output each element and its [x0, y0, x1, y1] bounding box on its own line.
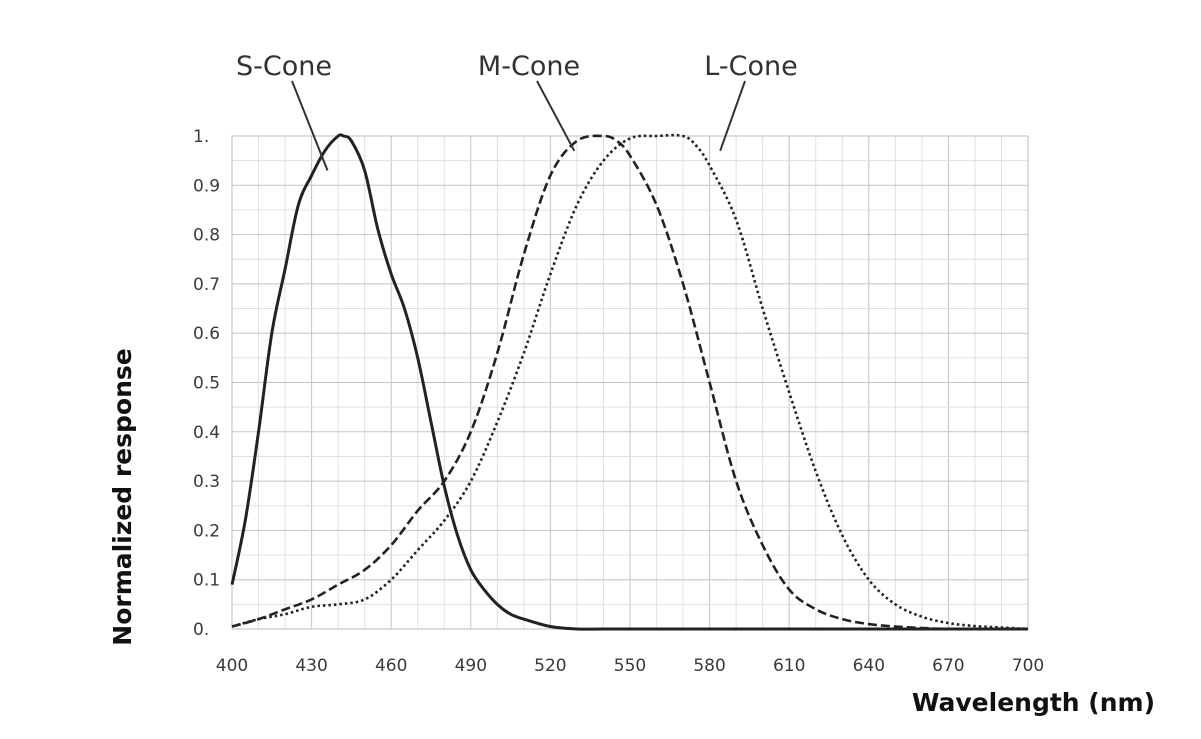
y-tick-label: 0.3 — [193, 472, 220, 492]
x-tick-label: 400 — [216, 656, 248, 676]
x-tick-label: 490 — [455, 656, 487, 676]
annotation-leader-line — [291, 80, 329, 171]
s-cone-curve — [230, 133, 1028, 631]
x-tick-label: 460 — [375, 656, 407, 676]
annotation-label-m-cone: M-Cone — [478, 51, 580, 82]
annotation-label-s-cone: S-Cone — [236, 51, 332, 82]
grid — [231, 135, 1029, 630]
x-tick-label: 700 — [1012, 656, 1044, 676]
x-tick-label: 430 — [295, 656, 327, 676]
x-tick-label: 580 — [693, 656, 725, 676]
y-tick-label: 0.5 — [193, 374, 220, 394]
y-tick-label: 0.8 — [193, 226, 220, 246]
x-tick-label: 610 — [773, 656, 805, 676]
y-tick-label: 0.4 — [193, 423, 220, 443]
y-tick-label: 0.6 — [193, 324, 220, 344]
m-cone-curve — [231, 134, 1028, 631]
x-tick-label: 640 — [853, 656, 885, 676]
annotation-leader-line — [719, 80, 746, 152]
y-tick-label: 0. — [193, 620, 209, 640]
x-tick-label: 520 — [534, 656, 566, 676]
x-tick-label: 550 — [614, 656, 646, 676]
y-tick-label: 0.7 — [193, 275, 220, 295]
annotation-label-l-cone: L-Cone — [704, 51, 797, 82]
annotation-leader-line — [536, 80, 576, 152]
series-lines — [230, 133, 1029, 631]
l-cone-curve — [231, 133, 1029, 631]
series-annotations: S-Cone M-Cone L-Cone — [236, 51, 798, 171]
y-tick-label: 1. — [193, 127, 209, 147]
y-tick-label: 0.1 — [193, 571, 220, 591]
y-tick-label: 0.9 — [193, 176, 220, 196]
y-tick-label: 0.2 — [193, 521, 220, 541]
tick-labels: 400 430 460 490 520 550 580 610 640 670 700 0. 0.1 0.… — [193, 127, 1044, 676]
x-tick-label: 670 — [932, 656, 964, 676]
y-axis-title: Normalized response — [108, 348, 137, 645]
x-axis-title: Wavelength (nm) — [912, 688, 1155, 717]
